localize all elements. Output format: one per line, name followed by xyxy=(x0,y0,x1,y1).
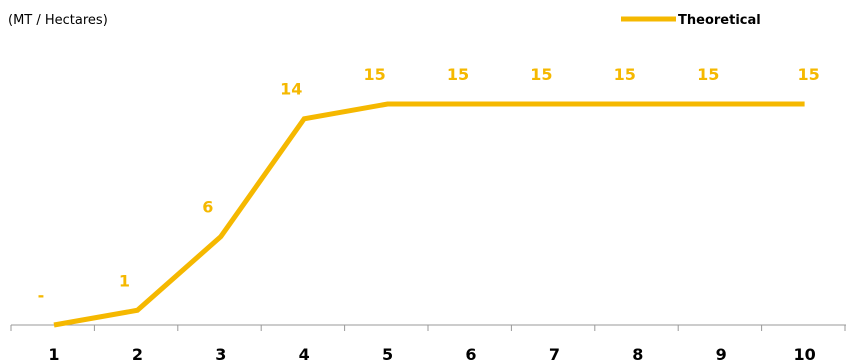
x-tick-label: 9 xyxy=(716,345,727,362)
x-tick-label: 5 xyxy=(382,345,393,362)
data-label: 15 xyxy=(363,65,385,84)
data-label: 15 xyxy=(697,65,719,84)
data-label: - xyxy=(38,286,45,305)
x-tick-label: 3 xyxy=(215,345,226,362)
x-tick-label: 4 xyxy=(299,345,310,362)
data-label: 15 xyxy=(614,65,636,84)
data-label: 6 xyxy=(202,198,213,217)
x-axis-ticks xyxy=(10,325,846,331)
data-label: 15 xyxy=(447,65,469,84)
unit-label: (MT / Hectares) xyxy=(8,13,108,28)
series-line-theoretical xyxy=(53,101,805,328)
data-label: 1 xyxy=(119,271,130,290)
x-tick-label: 10 xyxy=(793,345,815,362)
data-label: 15 xyxy=(797,65,819,84)
data-label: 14 xyxy=(280,80,302,99)
legend: Theoretical xyxy=(621,13,761,28)
plot-area: 1 2 3 4 5 6 7 8 9 10 - 1 6 14 15 15 15 15 15 15 xyxy=(10,65,846,362)
data-label: 15 xyxy=(530,65,552,84)
x-tick-label: 2 xyxy=(132,345,143,362)
x-axis-tick-labels: 1 2 3 4 5 6 7 8 9 10 xyxy=(48,345,815,362)
x-tick-label: 7 xyxy=(549,345,560,362)
x-tick-label: 6 xyxy=(465,345,476,362)
x-tick-label: 8 xyxy=(632,345,643,362)
x-tick-label: 1 xyxy=(48,345,59,362)
data-labels: - 1 6 14 15 15 15 15 15 15 xyxy=(38,65,820,305)
legend-label-theoretical: Theoretical xyxy=(678,13,761,28)
